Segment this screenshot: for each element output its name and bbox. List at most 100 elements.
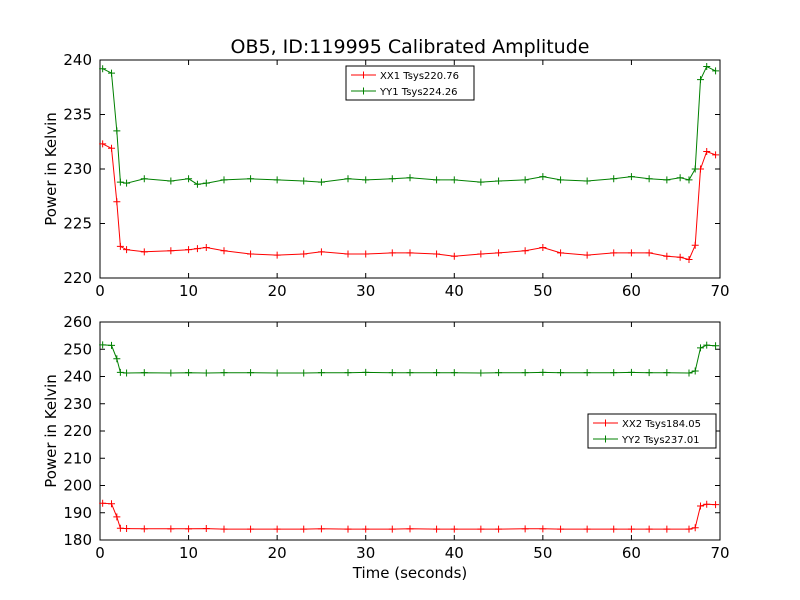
data-point <box>691 524 699 532</box>
data-point <box>685 369 693 377</box>
data-point <box>388 369 396 377</box>
data-point <box>108 144 116 152</box>
data-point <box>317 369 325 377</box>
data-point <box>450 252 458 260</box>
data-point <box>495 249 503 257</box>
data-point <box>433 176 441 184</box>
data-point <box>583 177 591 185</box>
y-axis-label-bottom: Power in Kelvin <box>42 374 60 488</box>
data-point <box>663 176 671 184</box>
data-point <box>113 513 121 521</box>
data-point <box>140 525 148 533</box>
data-point <box>344 369 352 377</box>
data-point <box>433 369 441 377</box>
data-point <box>317 178 325 186</box>
data-point <box>140 248 148 256</box>
data-point <box>185 525 193 533</box>
data-point <box>521 525 529 533</box>
x-tick-label: 20 <box>268 544 287 562</box>
data-point <box>185 175 193 183</box>
data-point <box>406 525 414 533</box>
data-point <box>627 525 635 533</box>
chart-title: OB5, ID:119995 Calibrated Amplitude <box>231 36 590 58</box>
top-plot: 0 10 20 30 40 50 60 70 220 225 230 235 240 XX1 Tsys22… <box>63 51 729 300</box>
y-tick-label: 220 <box>63 422 92 440</box>
data-point <box>202 369 210 377</box>
y-axis-label-top: Power in Kelvin <box>42 112 60 226</box>
data-point <box>685 176 693 184</box>
data-point <box>108 500 116 508</box>
legend-marker <box>602 435 609 443</box>
data-point <box>583 525 591 533</box>
data-point <box>610 249 618 257</box>
x-tick-label: 0 <box>95 282 105 300</box>
data-point <box>317 248 325 256</box>
data-point <box>273 369 281 377</box>
y-tick-label: 230 <box>63 160 92 178</box>
data-point <box>185 369 193 377</box>
series-2 <box>99 341 720 377</box>
x-tick-label: 30 <box>356 544 375 562</box>
x-tick-label: 50 <box>533 544 552 562</box>
data-point <box>521 247 529 255</box>
data-point <box>521 176 529 184</box>
data-point <box>388 525 396 533</box>
data-point <box>697 344 705 352</box>
data-point <box>663 252 671 260</box>
data-point <box>113 355 121 363</box>
x-axis-label: Time (seconds) <box>352 564 468 582</box>
data-point <box>685 255 693 263</box>
data-point <box>123 179 131 187</box>
data-point <box>539 243 547 251</box>
data-point <box>273 525 281 533</box>
y-tick-label: 190 <box>63 504 92 522</box>
data-point <box>167 247 175 255</box>
data-point <box>697 76 705 84</box>
series-1 <box>99 499 720 533</box>
x-tick-label: 60 <box>622 282 641 300</box>
data-point <box>140 369 148 377</box>
legend-label: XX2 Tsys184.05 <box>622 419 701 430</box>
data-point <box>703 148 711 156</box>
data-point <box>99 140 107 148</box>
data-point <box>202 179 210 187</box>
data-point <box>583 251 591 259</box>
legend-marker <box>360 71 367 79</box>
data-point <box>167 177 175 185</box>
legend-marker <box>360 87 367 95</box>
data-point <box>167 369 175 377</box>
data-point <box>477 178 485 186</box>
data-point <box>477 369 485 377</box>
legend-label: YY2 Tsys237.01 <box>621 435 700 446</box>
series-2 <box>99 63 720 188</box>
data-point <box>193 180 201 188</box>
data-point <box>676 253 684 261</box>
data-point <box>300 525 308 533</box>
y-tick-label: 260 <box>63 313 92 331</box>
y-tick-label: 240 <box>63 51 92 69</box>
legend: XX2 Tsys184.05 YY2 Tsys237.01 <box>587 413 717 449</box>
data-point <box>495 177 503 185</box>
data-point <box>99 499 107 507</box>
data-point <box>477 525 485 533</box>
data-point <box>697 502 705 510</box>
data-point <box>202 243 210 251</box>
data-point <box>712 151 720 159</box>
bottom-plot: 0 10 20 30 40 50 60 70 180 190 200 210 220 230 240 250 2… <box>63 313 729 562</box>
data-point <box>703 341 711 349</box>
data-point <box>362 525 370 533</box>
x-tick-label: 60 <box>622 544 641 562</box>
data-point <box>539 368 547 376</box>
data-point <box>108 341 116 349</box>
legend-label: YY1 Tsys224.26 <box>379 87 458 98</box>
data-point <box>344 250 352 258</box>
data-point <box>406 369 414 377</box>
data-point <box>116 524 124 532</box>
data-point <box>108 69 116 77</box>
data-point <box>406 174 414 182</box>
data-point <box>220 176 228 184</box>
legend: XX1 Tsys220.76 YY1 Tsys224.26 <box>345 65 475 101</box>
x-tick-label: 40 <box>445 282 464 300</box>
data-point <box>247 525 255 533</box>
data-point <box>450 176 458 184</box>
